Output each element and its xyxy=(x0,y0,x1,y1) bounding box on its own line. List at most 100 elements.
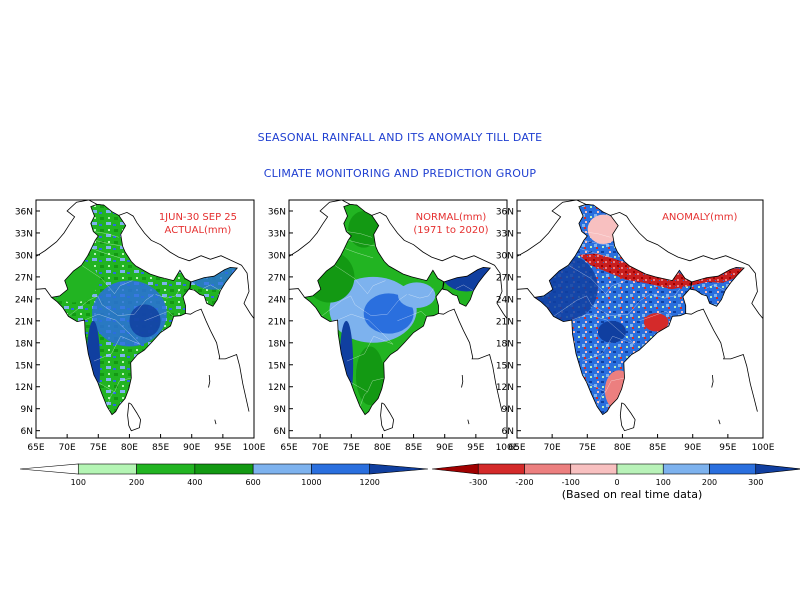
lat-label: 24N xyxy=(268,295,286,305)
state-boundary xyxy=(84,313,141,345)
state-boundary xyxy=(571,313,635,345)
legend-tick-label: 400 xyxy=(187,478,202,487)
lon-label: 90E xyxy=(436,443,453,453)
anomaly-legend: -300 -200 -100 0 100 200 300 (Based on real tim… xyxy=(431,463,800,501)
neighbour-boundary xyxy=(289,288,305,298)
neighbour-boundary xyxy=(685,308,758,412)
rainfall-zones xyxy=(304,210,491,409)
anomaly-zone-south xyxy=(604,370,633,411)
lon-label: 80E xyxy=(614,443,631,453)
legend-tick-label: 1000 xyxy=(301,478,321,487)
panel-label: (1971 to 2020) xyxy=(413,225,488,236)
lat-label: 30N xyxy=(15,251,33,261)
legend-swatch xyxy=(369,463,429,475)
neighbour-boundary xyxy=(461,374,464,388)
legend-tick-label: 100 xyxy=(656,478,671,487)
lon-label: 90E xyxy=(684,443,701,453)
lat-label: 24N xyxy=(15,295,33,305)
lon-label: 95E xyxy=(719,443,736,453)
lon-label: 70E xyxy=(59,443,76,453)
state-boundary xyxy=(705,284,726,292)
neighbour-boundary xyxy=(127,402,142,432)
panel-label: ACTUAL(mm) xyxy=(165,225,232,236)
state-boundary xyxy=(95,240,123,247)
lon-label: 75E xyxy=(90,443,107,453)
lat-label: 15N xyxy=(268,361,286,371)
lon-label: 85E xyxy=(649,443,666,453)
neighbour-boundary xyxy=(438,308,503,412)
lat-label: 21N xyxy=(496,317,514,327)
anomaly-zone-kashmir xyxy=(587,214,620,244)
state-boundary xyxy=(337,313,394,345)
legend-swatch xyxy=(311,463,371,475)
normal-zone-south xyxy=(355,346,384,406)
state-boundary xyxy=(81,264,133,295)
state-boundary xyxy=(97,377,132,393)
state-boundary xyxy=(455,284,474,292)
state-boundaries xyxy=(553,231,726,407)
anomaly-zone-north xyxy=(578,253,744,290)
state-boundary xyxy=(553,294,650,317)
neighbour-boundary xyxy=(517,200,594,257)
group-title: CLIMATE MONITORING AND PREDICTION GROUP xyxy=(263,167,537,180)
neighbour-boundary xyxy=(380,402,395,432)
state-boundary xyxy=(350,377,385,393)
legend-swatch xyxy=(570,463,618,475)
panel-actual: 36N 33N 30N 27N 24N 21N 18N 15N 12N 9N 6N 65E 70E 75E… xyxy=(15,199,266,453)
state-boundary xyxy=(568,264,626,295)
lon-label: 80E xyxy=(374,443,391,453)
lat-label: 9N xyxy=(21,405,33,415)
actual-zone-west xyxy=(51,258,99,303)
normal-zone-north xyxy=(348,210,380,248)
state-boundary xyxy=(651,288,681,299)
anomaly-zone-central xyxy=(597,320,626,343)
lat-label: 21N xyxy=(15,317,33,327)
lat-label: 15N xyxy=(496,361,514,371)
anomaly-zone-east xyxy=(643,313,669,332)
state-boundary xyxy=(639,311,673,322)
lat-label: 30N xyxy=(496,251,514,261)
legend-swatch xyxy=(662,463,710,475)
normal-zone-west xyxy=(304,251,355,303)
state-boundary xyxy=(346,231,372,238)
normal-zone-east xyxy=(398,282,436,309)
panel-anomaly: 36N 33N 30N 27N 24N 21N 18N 15N 12N 9N 6N 65E 70E 75E… xyxy=(496,199,775,453)
legend-swatch xyxy=(524,463,572,475)
lon-label: 75E xyxy=(579,443,596,453)
lat-label: 9N xyxy=(274,405,286,415)
state-boundary xyxy=(144,311,174,322)
state-boundary xyxy=(334,264,386,295)
neighbour-boundary xyxy=(619,402,636,432)
map-frame xyxy=(288,199,508,439)
legend-tick-label: -100 xyxy=(562,478,580,487)
state-boundary xyxy=(397,311,427,322)
neighbour-boundary xyxy=(517,288,535,298)
lat-label: 12N xyxy=(15,383,33,393)
lon-label: 95E xyxy=(214,443,231,453)
lon-label: 85E xyxy=(405,443,422,453)
neighbour-boundary xyxy=(208,374,211,388)
lat-label: 27N xyxy=(15,273,33,283)
neighbour-boundary xyxy=(118,211,254,319)
state-boundary xyxy=(93,335,141,362)
legend-tick-label: 1200 xyxy=(360,478,380,487)
lon-label: 70E xyxy=(544,443,561,453)
india-outline xyxy=(50,203,238,416)
legend-tick-label: 200 xyxy=(129,478,144,487)
lon-label: 65E xyxy=(280,443,297,453)
neighbour-boundary xyxy=(467,419,470,425)
state-boundary xyxy=(359,391,368,407)
normal-zone-westcoast xyxy=(339,320,354,409)
neighbour-boundary xyxy=(371,211,507,319)
lon-label: 65E xyxy=(27,443,44,453)
neighbour-boundary xyxy=(610,211,763,319)
state-boundary xyxy=(68,294,154,317)
state-boundaries xyxy=(321,231,474,407)
lon-label: 70E xyxy=(312,443,329,453)
lat-label: 21N xyxy=(268,317,286,327)
legend-swatch xyxy=(194,463,254,475)
normal-zone-1200 xyxy=(363,293,414,334)
legend-swatch xyxy=(616,463,664,475)
legend-swatch xyxy=(136,463,196,475)
